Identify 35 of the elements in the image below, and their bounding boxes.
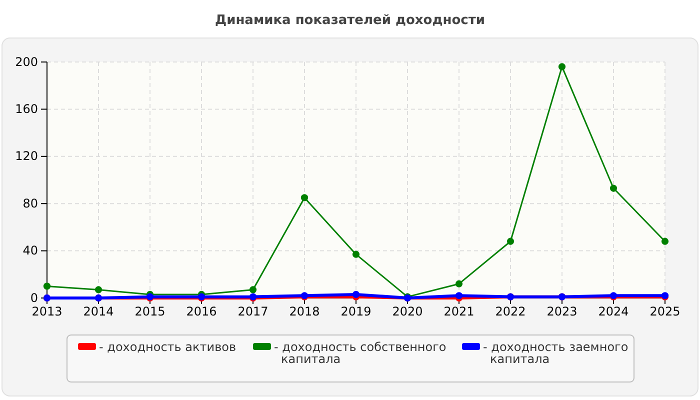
y-tick-label: 160 [15, 102, 38, 116]
y-tick-label: 200 [15, 54, 38, 69]
point [94, 286, 102, 294]
x-tick-label: 2017 [238, 304, 268, 319]
legend-label: - доходность заемного капитала [483, 340, 628, 366]
x-tick-label: 2013 [32, 304, 62, 319]
x-tick-label: 2024 [598, 304, 629, 319]
y-tick-label: 0 [30, 290, 38, 305]
x-tick-label: 2018 [289, 304, 320, 319]
x-tick-label: 2023 [546, 304, 578, 319]
point [352, 250, 360, 258]
point [455, 292, 463, 300]
point [300, 194, 308, 202]
x-tick-label: 2021 [444, 304, 474, 319]
legend-label: - доходность собственного капитала [274, 340, 446, 366]
y-tick-label: 120 [15, 149, 38, 164]
point [558, 63, 566, 70]
point [610, 184, 618, 192]
point [661, 238, 669, 245]
legend-label: - доходность активов [99, 340, 236, 354]
x-tick-label: 2020 [392, 304, 423, 319]
x-tick-label: 2016 [186, 304, 217, 319]
x-tick-label: 2014 [83, 304, 114, 319]
chart-title: Динамика показателей доходности [215, 13, 485, 28]
x-tick-label: 2015 [134, 304, 166, 319]
y-tick-label: 40 [22, 244, 38, 258]
point [249, 286, 257, 294]
x-tick-label: 2019 [340, 304, 372, 319]
point [506, 238, 514, 245]
point [43, 282, 51, 290]
x-tick-label: 2022 [495, 304, 526, 319]
y-tick-label: 80 [22, 196, 38, 210]
point [352, 290, 360, 298]
x-tick-label: 2025 [650, 304, 680, 319]
point [455, 280, 463, 288]
